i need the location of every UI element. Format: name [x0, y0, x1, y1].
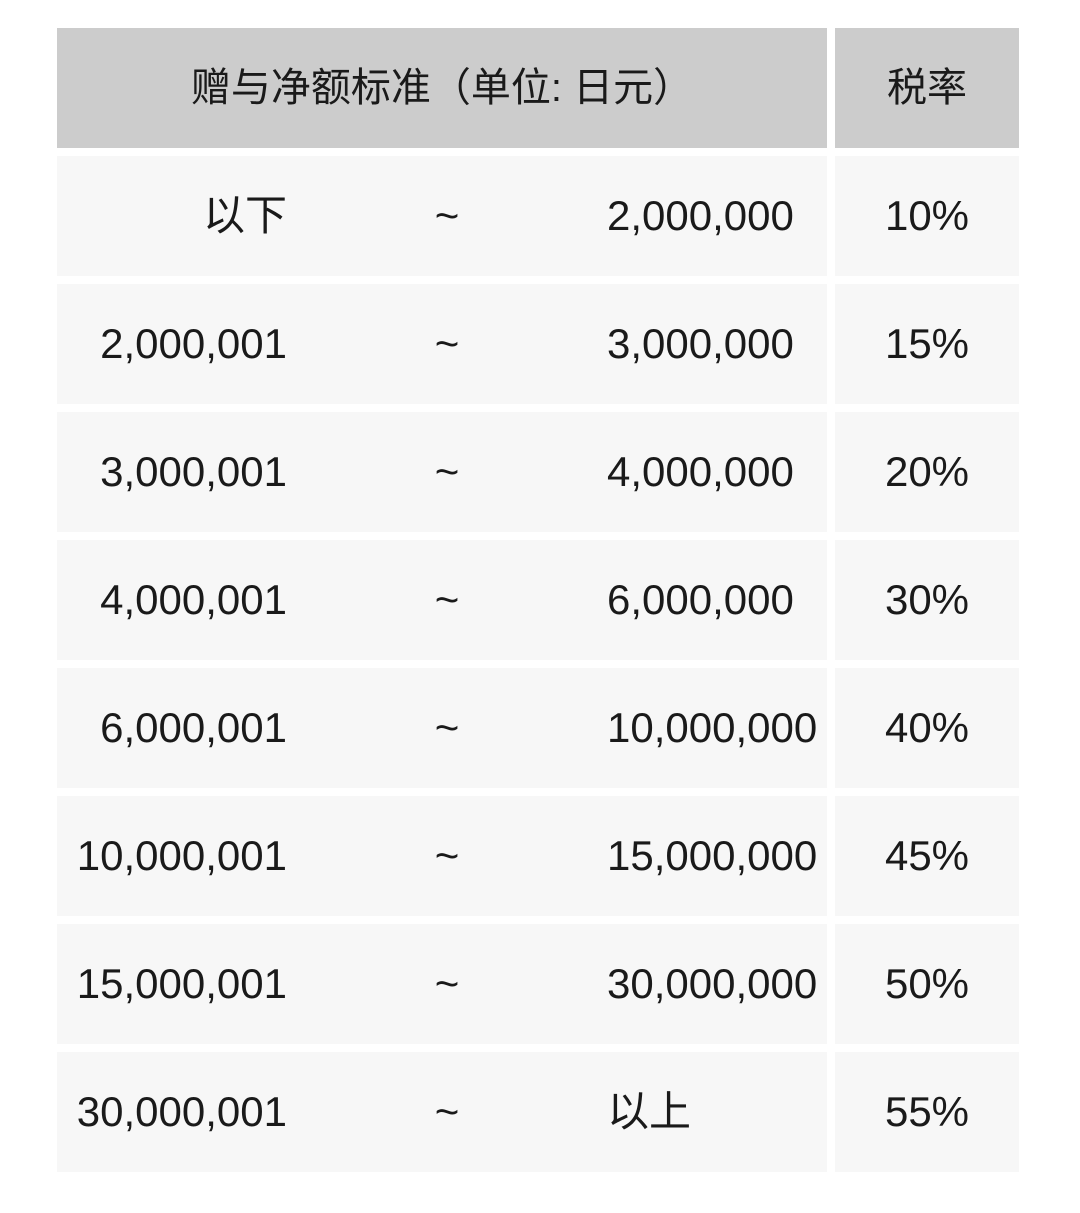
range-min: 6,000,001: [100, 704, 287, 751]
range-max: 4,000,000: [607, 448, 794, 495]
table-row-range: 3,000,001 ~ 4,000,000: [57, 412, 827, 532]
table-row-rate: 45%: [835, 796, 1019, 916]
table-row-rate: 15%: [835, 284, 1019, 404]
table-header-rate: 税率: [835, 28, 1019, 148]
table-header-range: 赠与净额标准（单位: 日元）: [57, 28, 827, 148]
rate-header-label: 税率: [887, 66, 967, 110]
range-header-label: 赠与净额标准（单位: 日元）: [190, 66, 694, 110]
range-separator: ~: [434, 832, 460, 879]
range-max: 15,000,000: [607, 832, 818, 879]
table-row-rate: 55%: [835, 1052, 1019, 1172]
gift-tax-rate-table: 赠与净额标准（单位: 日元） 税率 以下 ~ 2,000,000 10% 2,0…: [57, 28, 1019, 1172]
table-row-rate: 30%: [835, 540, 1019, 660]
range-min: 4,000,001: [100, 576, 287, 623]
range-separator: ~: [434, 576, 460, 623]
rate-value: 15%: [884, 320, 970, 367]
range-min: 10,000,001: [76, 832, 287, 879]
range-min: 3,000,001: [100, 448, 287, 495]
rate-value: 10%: [884, 192, 970, 239]
table-row-range: 10,000,001 ~ 15,000,000: [57, 796, 827, 916]
range-separator: ~: [434, 1088, 460, 1135]
table-row-rate: 50%: [835, 924, 1019, 1044]
range-separator: ~: [434, 192, 460, 239]
range-max: 2,000,000: [607, 192, 794, 239]
range-max: 10,000,000: [607, 704, 818, 751]
range-max: 3,000,000: [607, 320, 794, 367]
rate-value: 20%: [884, 448, 970, 495]
table-row-range: 以下 ~ 2,000,000: [57, 156, 827, 276]
range-max: 6,000,000: [607, 576, 794, 623]
table-row-rate: 40%: [835, 668, 1019, 788]
range-min: 以下: [202, 192, 287, 239]
range-min: 2,000,001: [100, 320, 287, 367]
range-min: 15,000,001: [76, 960, 287, 1007]
range-separator: ~: [434, 960, 460, 1007]
table-row-range: 6,000,001 ~ 10,000,000: [57, 668, 827, 788]
table-row-range: 30,000,001 ~ 以上: [57, 1052, 827, 1172]
table-row-rate: 20%: [835, 412, 1019, 532]
table-row-range: 2,000,001 ~ 3,000,000: [57, 284, 827, 404]
range-separator: ~: [434, 704, 460, 751]
rate-value: 50%: [884, 960, 970, 1007]
table-row-range: 15,000,001 ~ 30,000,000: [57, 924, 827, 1044]
range-separator: ~: [434, 320, 460, 367]
table-row-range: 4,000,001 ~ 6,000,000: [57, 540, 827, 660]
range-separator: ~: [434, 448, 460, 495]
range-max: 30,000,000: [607, 960, 818, 1007]
rate-value: 45%: [884, 832, 970, 879]
rate-value: 55%: [884, 1088, 970, 1135]
rate-value: 30%: [884, 576, 970, 623]
rate-value: 40%: [884, 704, 970, 751]
range-max: 以上: [607, 1088, 692, 1135]
table-row-rate: 10%: [835, 156, 1019, 276]
range-min: 30,000,001: [76, 1088, 287, 1135]
